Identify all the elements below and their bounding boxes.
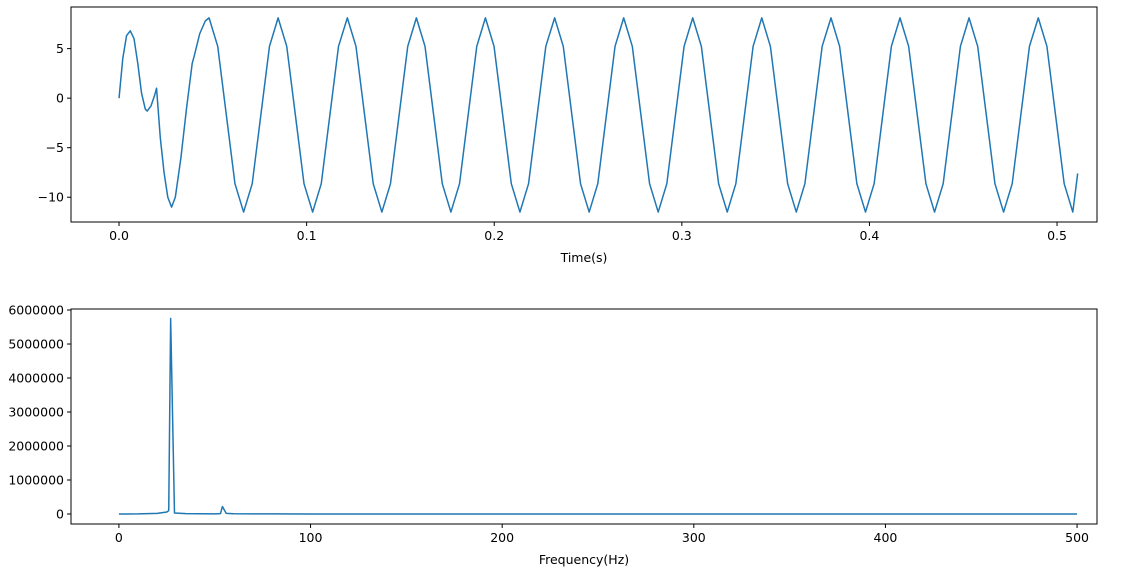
x-tick-label: 0.2 xyxy=(484,228,504,243)
x-tick-label: 0.3 xyxy=(672,228,692,243)
x-tick-label: 200 xyxy=(490,530,514,545)
y-tick-label: 3000000 xyxy=(8,405,64,420)
x-tick-label: 0.0 xyxy=(109,228,129,243)
axes-frame xyxy=(70,308,1098,525)
y-tick-label: 6000000 xyxy=(8,303,64,318)
x-tick-label: 300 xyxy=(682,530,706,545)
y-tick-label: 0 xyxy=(56,91,64,106)
x-tick-label: 400 xyxy=(874,530,898,545)
signal-line xyxy=(118,17,1079,213)
x-tick-label: 0.1 xyxy=(297,228,317,243)
x-axis-label: Time(s) xyxy=(560,250,608,265)
y-tick-label: 5 xyxy=(56,41,64,56)
y-tick-label: −10 xyxy=(38,190,64,205)
y-tick-label: 4000000 xyxy=(8,371,64,386)
x-tick-label: 0.5 xyxy=(1047,228,1067,243)
y-tick-label: 2000000 xyxy=(8,439,64,454)
y-tick-label: 0 xyxy=(56,507,64,522)
axes-frame xyxy=(70,6,1098,223)
x-axis-label: Frequency(Hz) xyxy=(539,552,629,567)
y-tick-label: 1000000 xyxy=(8,473,64,488)
signal-line xyxy=(118,317,1078,515)
x-tick-label: 500 xyxy=(1065,530,1089,545)
x-tick-label: 100 xyxy=(299,530,323,545)
y-tick-label: −5 xyxy=(46,140,64,155)
x-tick-label: 0 xyxy=(115,530,123,545)
y-tick-label: 5000000 xyxy=(8,337,64,352)
x-tick-label: 0.4 xyxy=(859,228,879,243)
